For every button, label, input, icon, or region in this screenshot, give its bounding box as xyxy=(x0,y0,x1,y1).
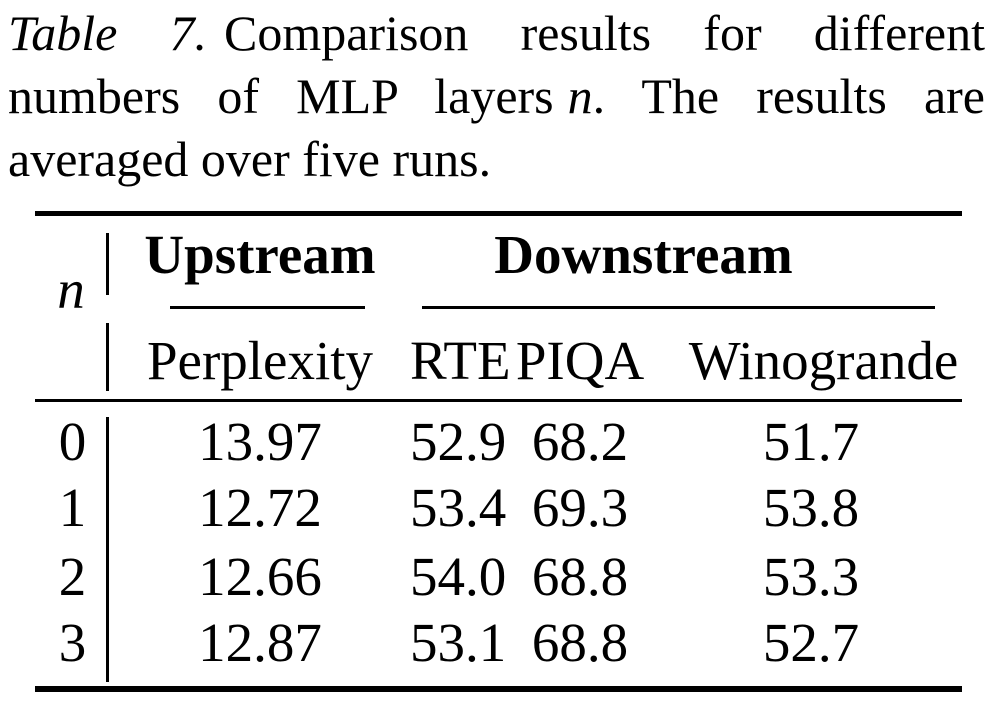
col-header-rte: RTE xyxy=(410,321,511,402)
caption-line-1: Table 7. Comparison results for different xyxy=(8,2,985,65)
caption-text-3: averaged over five runs. xyxy=(8,131,492,187)
cell-rte-r0: 52.9 xyxy=(410,411,507,472)
cell-perplexity-r0: 13.97 xyxy=(198,411,322,472)
col-group-downstream: Downstream xyxy=(410,214,962,309)
col-group-upstream: Upstream xyxy=(110,214,410,309)
cell-piqa-r3: 68.8 xyxy=(531,612,629,673)
cell-n-r1: 1 xyxy=(58,477,87,538)
cell-piqa-r1: 69.3 xyxy=(531,477,629,538)
cell-piqa-r0: 68.2 xyxy=(531,411,629,472)
group-header-row: Upstream Downstream xyxy=(35,214,962,309)
cmidrule-downstream xyxy=(422,306,936,309)
cell-n-r3: 3 xyxy=(58,612,87,673)
cell-rte-r3: 53.1 xyxy=(410,612,507,673)
vertical-rule-segment-1 xyxy=(106,233,109,295)
column-header-row: Perplexity RTE PIQA Winogrande xyxy=(35,321,963,402)
cmidrule-upstream xyxy=(170,306,365,309)
table-row-n1: 1 12.72 53.4 69.3 53.8 xyxy=(35,473,962,542)
cell-winogrande-r0: 51.7 xyxy=(762,411,860,472)
caption-text-2b: . The results are xyxy=(592,68,985,124)
caption-text-1: Comparison results for different xyxy=(223,5,985,61)
table-caption: Table 7. Comparison results for different… xyxy=(8,2,985,191)
row-axis-label-n: n xyxy=(57,259,85,320)
upstream-label: Upstream xyxy=(144,224,376,285)
vertical-rule-segment-2 xyxy=(106,323,109,391)
caption-line-3: averaged over five runs. xyxy=(8,128,985,191)
math-var-n: n xyxy=(567,68,593,124)
col-header-piqa: PIQA xyxy=(500,321,660,402)
cell-perplexity-r3: 12.87 xyxy=(198,612,322,673)
cell-perplexity-r2: 12.66 xyxy=(198,546,322,607)
caption-tag: Table 7. xyxy=(8,5,207,61)
cell-n-r2: 2 xyxy=(58,546,87,607)
col-header-perplexity: Perplexity xyxy=(110,321,410,402)
comparison-table: Upstream Downstream Perplexity RTE PIQA … xyxy=(35,211,963,692)
table-row-n3: 3 12.87 53.1 68.8 52.7 xyxy=(35,611,962,689)
vertical-rule-segment-3 xyxy=(106,417,109,682)
cell-rte-r2: 54.0 xyxy=(410,546,507,607)
cell-rte-r1: 53.4 xyxy=(410,477,507,538)
cell-winogrande-r2: 53.3 xyxy=(762,546,860,607)
cell-perplexity-r1: 12.72 xyxy=(198,477,322,538)
col-header-winogrande: Winogrande xyxy=(660,321,963,402)
results-table: Upstream Downstream Perplexity RTE PIQA … xyxy=(35,211,963,692)
cell-n-r0: 0 xyxy=(58,411,87,472)
downstream-label: Downstream xyxy=(494,224,793,285)
caption-line-2: numbers of MLP layers n. The results are xyxy=(8,65,985,128)
cell-piqa-r2: 68.8 xyxy=(531,546,629,607)
table-row-n2: 2 12.66 54.0 68.8 53.3 xyxy=(35,542,962,611)
table-row-n0: 0 13.97 52.9 68.2 51.7 xyxy=(35,401,962,474)
cell-winogrande-r1: 53.8 xyxy=(762,477,860,538)
cell-winogrande-r3: 52.7 xyxy=(762,612,860,673)
header-spacer-row xyxy=(35,309,962,321)
caption-text-2a: numbers of MLP layers xyxy=(8,68,554,124)
n-column-spacer xyxy=(35,321,110,402)
